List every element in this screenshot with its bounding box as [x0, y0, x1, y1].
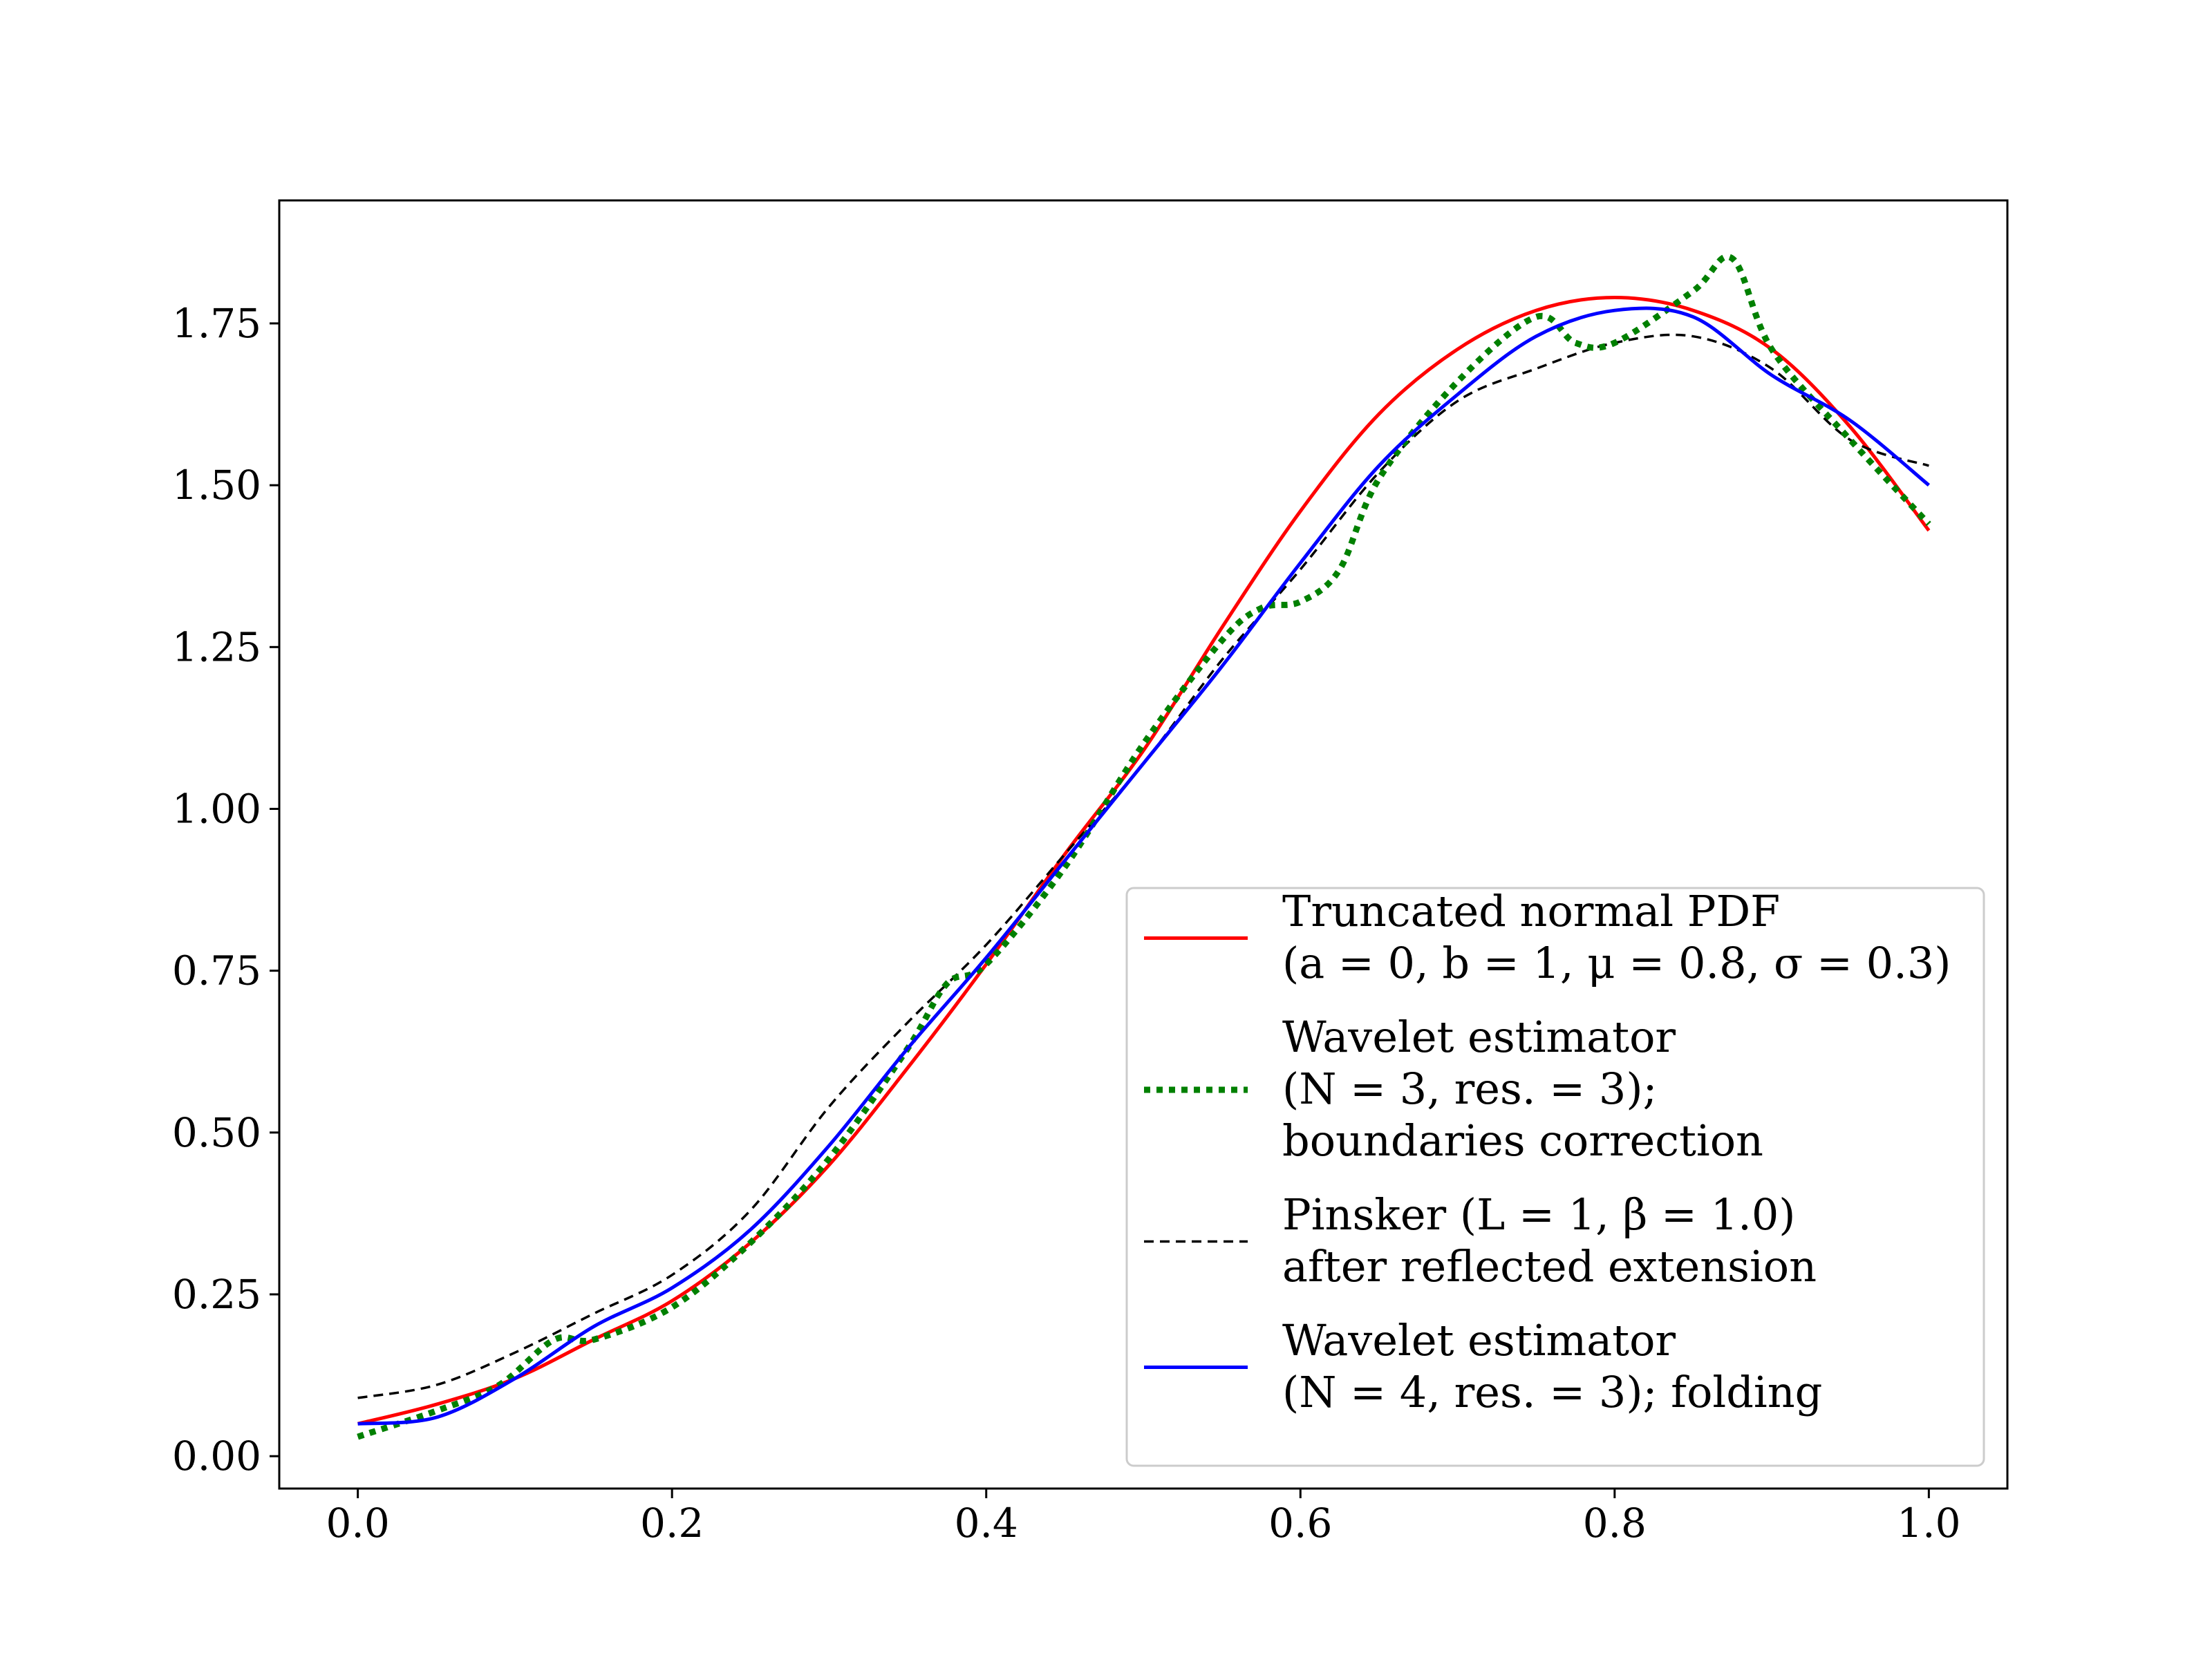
series-line-0 [357, 296, 1931, 1426]
legend-label: (N = 3, res. = 3); [1282, 1064, 1657, 1114]
y-tick-label: 0.50 [172, 1109, 261, 1156]
legend-box [1125, 887, 1985, 1467]
y-tick-label: 0.25 [172, 1271, 261, 1318]
legend-label: Truncated normal PDF [1282, 886, 1780, 936]
y-tick-label: 1.25 [172, 623, 261, 670]
x-tick-label: 0.6 [1268, 1500, 1332, 1547]
legend-label: after reflected extension [1282, 1241, 1817, 1292]
y-tick-label: 1.00 [172, 785, 261, 832]
x-axis: 0.0 0.2 0.4 0.6 0.8 1.0 [326, 1489, 1960, 1547]
series-line-1 [357, 254, 1931, 1440]
x-tick-label: 1.0 [1897, 1500, 1960, 1547]
legend-label: (N = 4, res. = 3); folding [1282, 1367, 1822, 1417]
legend-label: Wavelet estimator [1282, 1315, 1676, 1366]
x-tick-label: 0.4 [955, 1500, 1018, 1547]
y-tick-label: 1.75 [172, 300, 261, 347]
legend-label: Pinsker (L = 1, β = 1.0) [1282, 1189, 1796, 1240]
series-layer [357, 254, 1931, 1440]
y-tick-label: 0.75 [172, 947, 261, 994]
plot-frame [278, 199, 2009, 1490]
y-tick-label: 1.50 [172, 462, 261, 509]
legend-label: (a = 0, b = 1, μ = 0.8, σ = 0.3) [1282, 938, 1951, 988]
x-tick-label: 0.8 [1583, 1500, 1647, 1547]
legend: Truncated normal PDF(a = 0, b = 1, μ = 0… [1125, 886, 1985, 1467]
x-tick-label: 0.2 [640, 1500, 704, 1547]
legend-label: boundaries correction [1282, 1115, 1763, 1166]
legend-label: Wavelet estimator [1282, 1012, 1676, 1062]
series-line-3 [357, 306, 1930, 1426]
x-tick-label: 0.0 [326, 1500, 390, 1547]
y-tick-label: 0.00 [172, 1433, 261, 1480]
y-axis: 0.00 0.25 0.50 0.75 1.00 1.25 1.50 1.75 [172, 300, 279, 1480]
